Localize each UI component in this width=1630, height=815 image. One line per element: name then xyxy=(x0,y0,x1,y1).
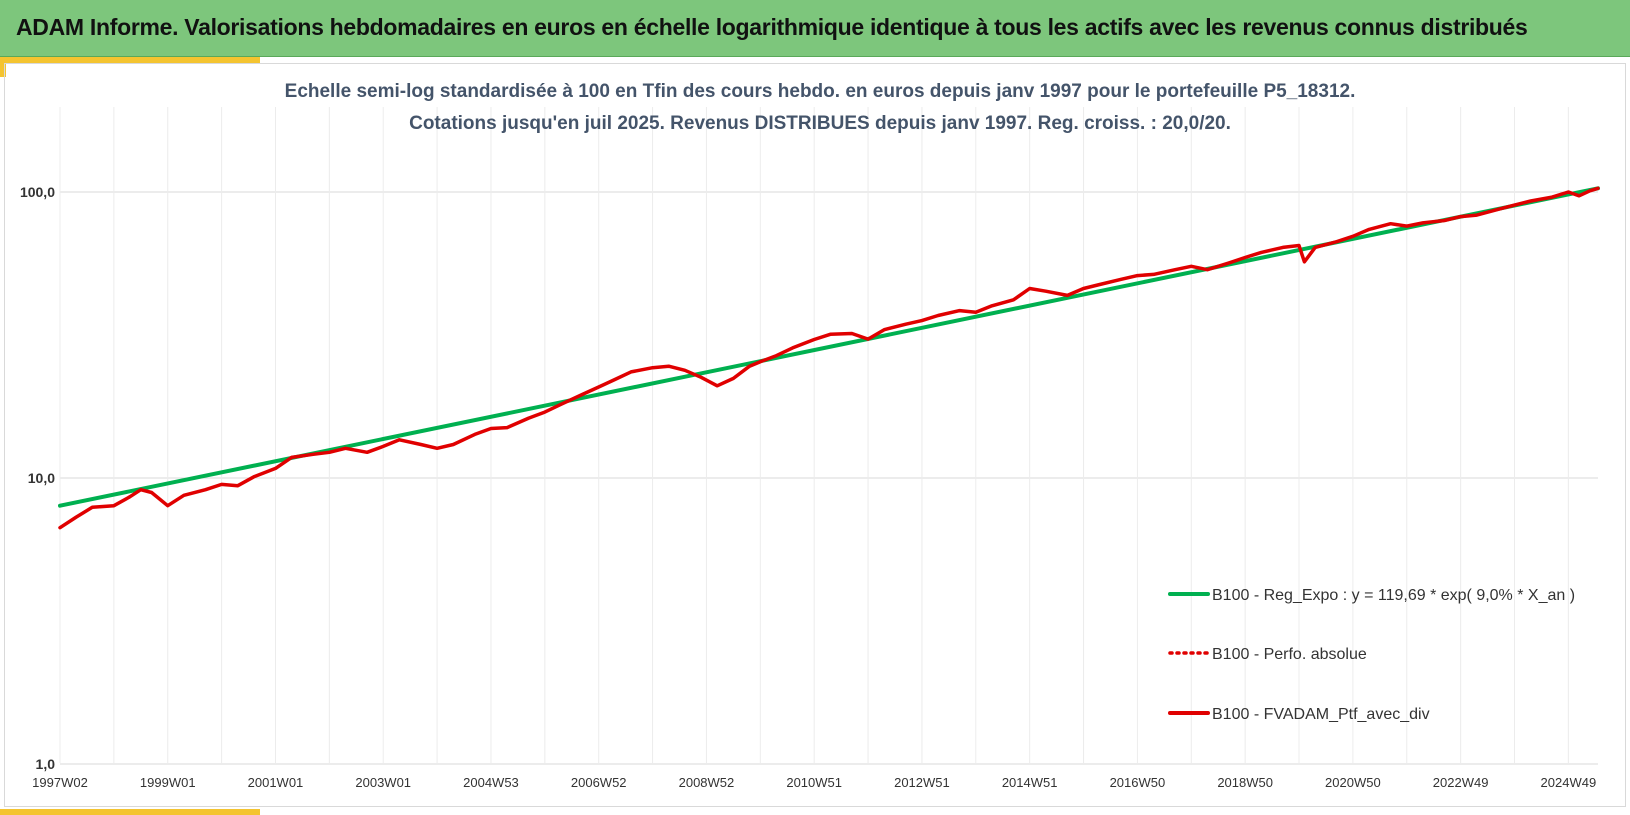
y-tick-label: 100,0 xyxy=(20,184,55,200)
legend-label-2: B100 - FVADAM_Ptf_avec_div xyxy=(1212,706,1430,723)
x-tick-label: 2024W49 xyxy=(1541,775,1597,790)
x-tick-label: 2008W52 xyxy=(679,775,735,790)
x-tick-label: 2016W50 xyxy=(1110,775,1166,790)
x-tick-label: 2001W01 xyxy=(248,775,304,790)
y-axis-ticks: 1,0 10,0 100,0 xyxy=(20,184,55,772)
header-bar: ADAM Informe. Valorisations hebdomadaire… xyxy=(0,0,1630,57)
series-layer xyxy=(58,186,1600,530)
x-tick-label: 2004W53 xyxy=(463,775,519,790)
y-tick-label: 10,0 xyxy=(28,470,55,486)
x-tick-label: 2003W01 xyxy=(355,775,411,790)
x-axis-ticks: 1997W02 1999W01 2001W01 2003W01 2004W53 2006W… xyxy=(32,775,1596,790)
accent-bar-left xyxy=(0,57,6,77)
chart-title-line-2: Cotations jusqu'en juil 2025. Revenus DI… xyxy=(409,113,1231,134)
x-tick-label: 1997W02 xyxy=(32,775,88,790)
x-tick-label: 2020W50 xyxy=(1325,775,1381,790)
accent-bar-top xyxy=(0,57,260,63)
page-title: ADAM Informe. Valorisations hebdomadaire… xyxy=(16,14,1528,40)
legend-label-0: B100 - Reg_Expo : y = 119,69 * exp( 9,0%… xyxy=(1212,587,1575,604)
grid xyxy=(59,107,1598,765)
x-tick-label: 1999W01 xyxy=(140,775,196,790)
series-line-2 xyxy=(58,186,1600,530)
chart-title-line-1: Echelle semi-log standardisée à 100 en T… xyxy=(285,81,1356,102)
x-tick-label: 2010W51 xyxy=(786,775,842,790)
legend-label-1: B100 - Perfo. absolue xyxy=(1212,646,1367,663)
accent-bar-bottom xyxy=(0,809,260,815)
x-tick-label: 2022W49 xyxy=(1433,775,1489,790)
x-tick-label: 2018W50 xyxy=(1217,775,1273,790)
legend: B100 - Reg_Expo : y = 119,69 * exp( 9,0%… xyxy=(1168,587,1575,723)
chart-frame xyxy=(4,63,1626,807)
x-tick-label: 2006W52 xyxy=(571,775,627,790)
y-tick-label: 1,0 xyxy=(36,756,56,772)
x-tick-label: 2014W51 xyxy=(1002,775,1058,790)
x-tick-label: 2012W51 xyxy=(894,775,950,790)
